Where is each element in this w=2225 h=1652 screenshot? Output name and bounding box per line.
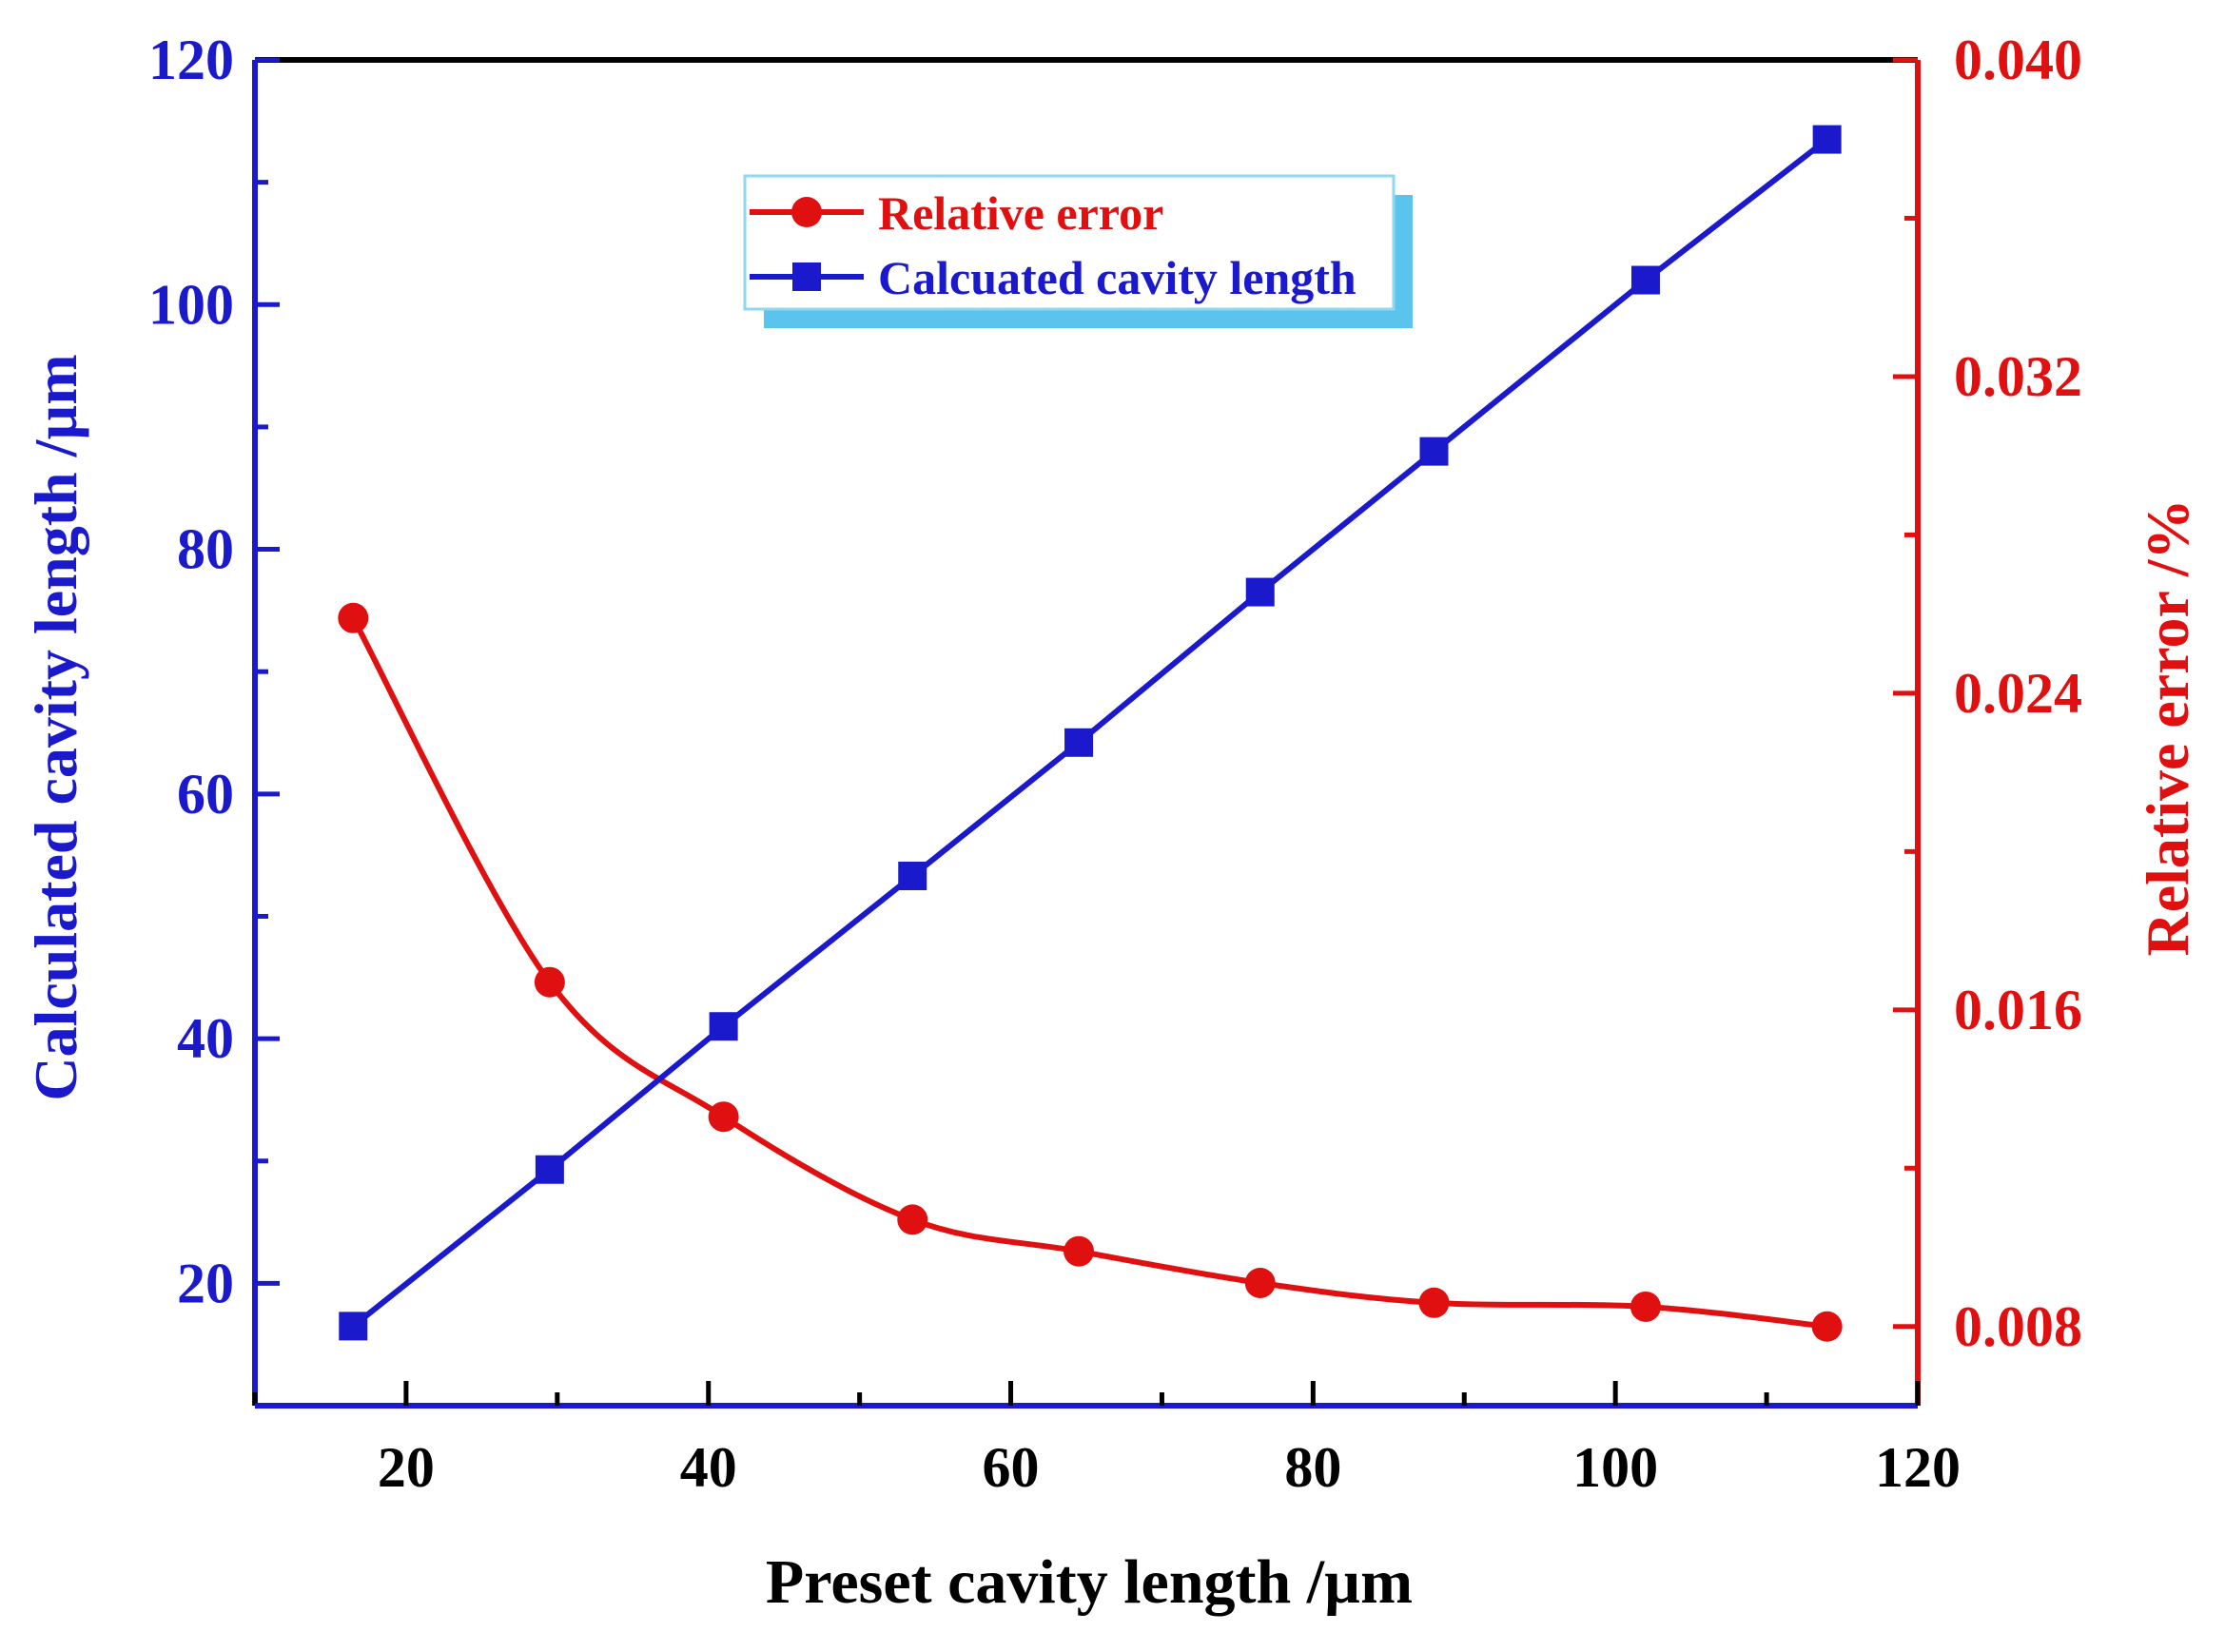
- plot-frame: [252, 57, 1921, 1409]
- left-y-axis-label: Calculated cavity length /µm: [22, 354, 89, 1100]
- data-point: [1812, 125, 1842, 154]
- y-right-tick-label: 0.008: [1954, 1295, 2082, 1358]
- data-point: [709, 1012, 738, 1041]
- data-point: [338, 602, 369, 633]
- data-point: [1064, 728, 1094, 757]
- x-tick-label: 60: [983, 1436, 1040, 1499]
- legend-label: Calcuated cavity length: [878, 251, 1356, 304]
- legend-marker: [792, 262, 821, 291]
- y-left-tick-label: 100: [148, 273, 234, 336]
- y-left-tick-label: 20: [177, 1252, 234, 1314]
- data-point: [897, 1204, 928, 1235]
- x-tick-label: 40: [680, 1436, 737, 1499]
- y-right-tick-label: 0.032: [1954, 345, 2082, 408]
- y-left-tick-label: 60: [177, 763, 234, 826]
- data-point: [339, 1312, 368, 1341]
- data-point: [898, 862, 927, 891]
- data-point: [1419, 437, 1449, 466]
- x-tick-label: 20: [378, 1436, 435, 1499]
- data-point: [1418, 1287, 1450, 1318]
- legend-box: [743, 174, 1396, 311]
- y-left-tick-label: 80: [177, 518, 234, 581]
- y-left-tick-label: 40: [177, 1007, 234, 1070]
- y-right-tick-label: 0.016: [1954, 979, 2082, 1041]
- legend-item: Relative error: [750, 186, 1163, 240]
- axis-ticks: 20 40 60 80 100 120 20 40 60 80 100 120 0.008 0.016 0.…: [148, 29, 2082, 1499]
- legend: Relative error Calcuated cavity length: [743, 174, 1413, 328]
- y-right-tick-label: 0.040: [1954, 29, 2082, 91]
- data-point: [1630, 1291, 1661, 1322]
- data-point: [1245, 577, 1275, 607]
- data-point: [1811, 1311, 1843, 1342]
- y-right-tick-label: 0.024: [1954, 662, 2082, 725]
- x-tick-label: 80: [1284, 1436, 1341, 1499]
- data-point: [1244, 1267, 1276, 1298]
- x-tick-label: 100: [1572, 1436, 1658, 1499]
- legend-marker: [791, 197, 822, 227]
- right-y-axis-label: Relative error /%: [2134, 499, 2201, 957]
- x-tick-label: 120: [1875, 1436, 1961, 1499]
- series-line: [350, 616, 1827, 1330]
- data-point: [534, 966, 565, 998]
- y-left-tick-label: 120: [148, 29, 234, 91]
- series-calcuated-cavity-length: [339, 125, 1842, 1341]
- x-axis-label: Preset cavity length /µm: [766, 1547, 1413, 1617]
- legend-label: Relative error: [878, 186, 1163, 240]
- legend-item: Calcuated cavity length: [750, 251, 1356, 304]
- series-relative-error: [338, 602, 1843, 1342]
- data-point: [708, 1101, 739, 1133]
- data-point: [1630, 265, 1660, 295]
- data-point: [1064, 1235, 1095, 1267]
- series-layer: [338, 125, 1843, 1342]
- data-point: [535, 1155, 564, 1184]
